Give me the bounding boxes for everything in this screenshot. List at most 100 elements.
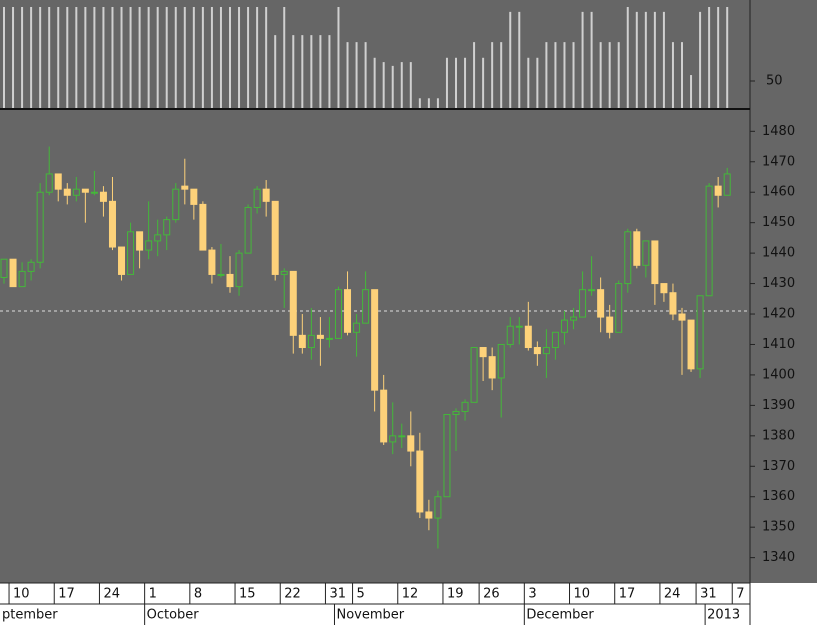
y-tick-label: 1420 — [762, 307, 795, 322]
x-tick-label: 3 — [528, 587, 536, 602]
candle-body — [90, 191, 98, 194]
candle-body — [316, 334, 324, 339]
month-label: November — [336, 608, 404, 623]
candle-body — [190, 188, 198, 205]
y-tick-label: 1360 — [762, 489, 795, 504]
candle-body — [344, 289, 352, 333]
candle-body — [280, 270, 288, 275]
candle-body — [678, 313, 686, 321]
y-tick-label: 1400 — [762, 367, 795, 382]
candle-body — [398, 435, 406, 438]
candle-body — [570, 316, 578, 321]
candle-body — [606, 316, 614, 333]
x-tick-label: 24 — [664, 587, 681, 602]
y-tick-label: 50 — [766, 74, 783, 89]
candle-body — [145, 240, 153, 251]
candle-body — [687, 319, 695, 370]
candle-body — [181, 185, 189, 190]
x-tick-label: 10 — [574, 587, 591, 602]
candle-body — [63, 188, 71, 196]
candle-body — [325, 337, 333, 340]
candle-body — [696, 295, 704, 370]
candle-body — [226, 273, 234, 288]
candle-body — [99, 191, 107, 202]
candle-body — [244, 206, 252, 254]
candle-body — [235, 252, 243, 288]
candle-body — [416, 450, 424, 513]
candle-body — [588, 289, 596, 292]
candle-body — [642, 240, 650, 266]
candle-body — [0, 258, 8, 278]
candle-body — [579, 289, 587, 318]
x-tick-label: 10 — [13, 587, 30, 602]
x-tick-label: 31 — [700, 587, 717, 602]
candle-body — [154, 234, 162, 242]
candle-body — [515, 325, 523, 328]
candle-body — [371, 289, 379, 391]
y-tick-label: 1380 — [762, 428, 795, 443]
candle-body — [262, 188, 270, 202]
candle-body — [723, 173, 731, 196]
candle-body — [362, 289, 370, 324]
y-tick-label: 1410 — [762, 337, 795, 352]
x-tick-label: 26 — [483, 587, 500, 602]
candle-body — [18, 270, 26, 288]
candle-body — [81, 188, 89, 193]
candle-body — [118, 246, 126, 275]
candle-body — [289, 270, 297, 336]
candle-body — [506, 325, 514, 345]
candle-body — [560, 319, 568, 333]
candle-body — [108, 200, 116, 248]
x-tick-label: 5 — [357, 587, 365, 602]
candle-body — [380, 389, 388, 443]
month-label: December — [526, 608, 594, 623]
x-tick-label: 7 — [736, 587, 744, 602]
candle-body — [597, 289, 605, 318]
candle-body — [452, 410, 460, 416]
x-tick-label: 8 — [194, 587, 202, 602]
candle-body — [136, 231, 144, 251]
x-tick-label: 15 — [239, 587, 256, 602]
candle-body — [208, 249, 216, 275]
candle-body — [705, 185, 713, 297]
x-tick-label: 12 — [402, 587, 419, 602]
y-tick-label: 1350 — [762, 520, 795, 535]
month-label: ptember — [2, 608, 58, 623]
x-tick-label: 1 — [149, 587, 157, 602]
candle-body — [45, 173, 53, 193]
candle-body — [434, 496, 442, 519]
candle-body — [425, 511, 433, 519]
x-tick-label: 17 — [619, 587, 636, 602]
y-tick-label: 1450 — [762, 215, 795, 230]
x-tick-label: 22 — [284, 587, 301, 602]
y-tick-label: 1460 — [762, 185, 795, 200]
candle-body — [633, 231, 641, 266]
candle-body — [615, 283, 623, 333]
candle-body — [551, 331, 559, 349]
y-tick-label: 1340 — [762, 550, 795, 565]
candle-body — [624, 231, 632, 285]
y-tick-label: 1390 — [762, 398, 795, 413]
candle-body — [533, 347, 541, 355]
candle-body — [651, 240, 659, 285]
candle-body — [334, 289, 342, 339]
y-tick-label: 1440 — [762, 246, 795, 261]
x-tick-label: 19 — [447, 587, 464, 602]
candle-body — [497, 343, 505, 379]
candle-body — [27, 261, 35, 272]
candle-body — [36, 191, 44, 263]
candle-body — [407, 435, 415, 452]
candle-body — [172, 188, 180, 221]
candle-body — [298, 334, 306, 349]
candle-body — [714, 185, 722, 196]
y-tick-label: 1480 — [762, 124, 795, 139]
month-label: 2013 — [707, 608, 740, 623]
candle-body — [542, 347, 550, 355]
x-tick-label: 31 — [329, 587, 346, 602]
candle-body — [524, 325, 532, 349]
candle-body — [9, 258, 17, 288]
y-tick-label: 1430 — [762, 276, 795, 291]
candle-body — [217, 273, 225, 276]
candle-body — [488, 356, 496, 379]
